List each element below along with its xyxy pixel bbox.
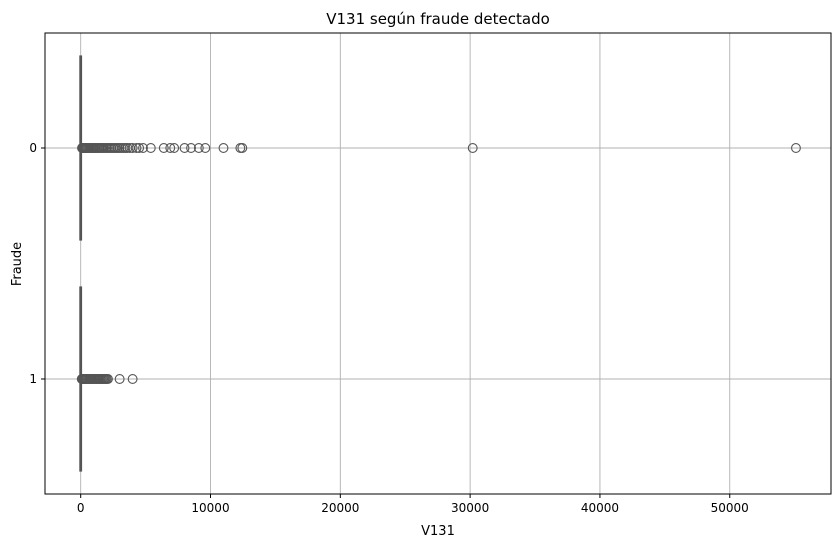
x-tick-label: 20000 <box>321 501 359 515</box>
outlier-point <box>145 143 156 153</box>
plot-frame <box>44 32 832 495</box>
outlier-point <box>169 143 180 153</box>
chart-title: V131 según fraude detectado <box>326 10 550 28</box>
outlier-point <box>200 143 211 153</box>
outlier-point <box>158 143 169 153</box>
outlier-point <box>103 374 113 384</box>
outlier-layer <box>76 143 801 384</box>
x-tick-label: 50000 <box>711 501 749 515</box>
x-tick-label: 0 <box>77 501 85 515</box>
y-axis-label: Fraude <box>10 242 25 286</box>
outlier-point <box>467 143 478 153</box>
outlier-point <box>791 143 801 153</box>
y-tick-label: 0 <box>29 141 37 155</box>
outlier-point <box>127 143 138 153</box>
outlier-point <box>186 143 196 153</box>
outlier-point <box>127 374 138 384</box>
outlier-point <box>237 143 248 153</box>
x-axis-label: V131 <box>421 524 455 539</box>
outlier-point <box>131 143 142 153</box>
outlier-point <box>165 143 176 153</box>
outlier-point <box>114 374 125 384</box>
outlier-point <box>193 143 204 153</box>
outlier-point <box>138 143 148 153</box>
x-tick-layer: 0 10000 20000 30000 40000 50000 <box>77 494 749 515</box>
x-tick-label: 30000 <box>451 501 489 515</box>
outlier-point <box>218 143 229 153</box>
grid-layer <box>45 33 831 494</box>
y-tick-layer: 01 <box>29 141 45 386</box>
outlier-point <box>134 143 145 153</box>
outlier-point <box>179 143 190 153</box>
y-tick-label: 1 <box>29 372 37 386</box>
x-tick-label: 40000 <box>581 501 619 515</box>
x-tick-label: 10000 <box>191 501 229 515</box>
